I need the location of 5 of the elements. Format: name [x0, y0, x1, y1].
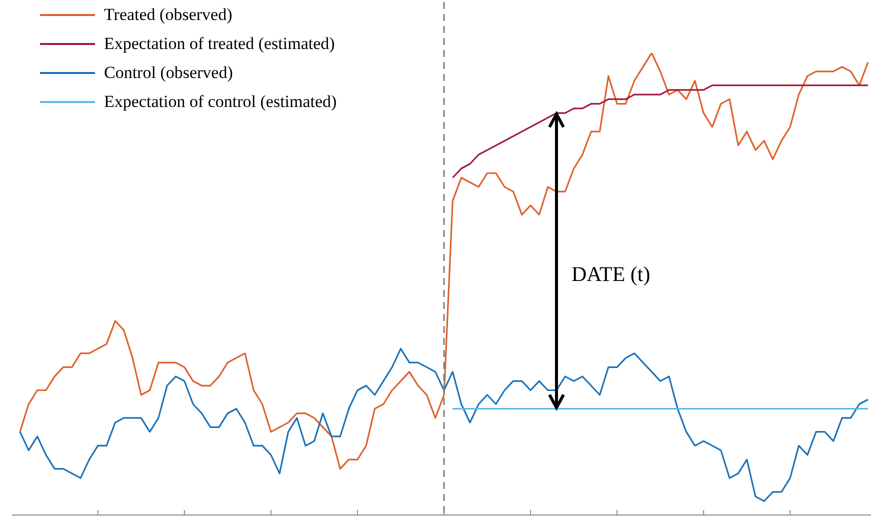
annotation: DATE (t) [571, 262, 650, 286]
legend-label: Expectation of treated (estimated) [104, 33, 335, 55]
legend-label: Treated (observed) [104, 4, 232, 26]
legend-label: Control (observed) [104, 62, 233, 84]
legend-label: Expectation of control (estimated) [104, 91, 337, 113]
